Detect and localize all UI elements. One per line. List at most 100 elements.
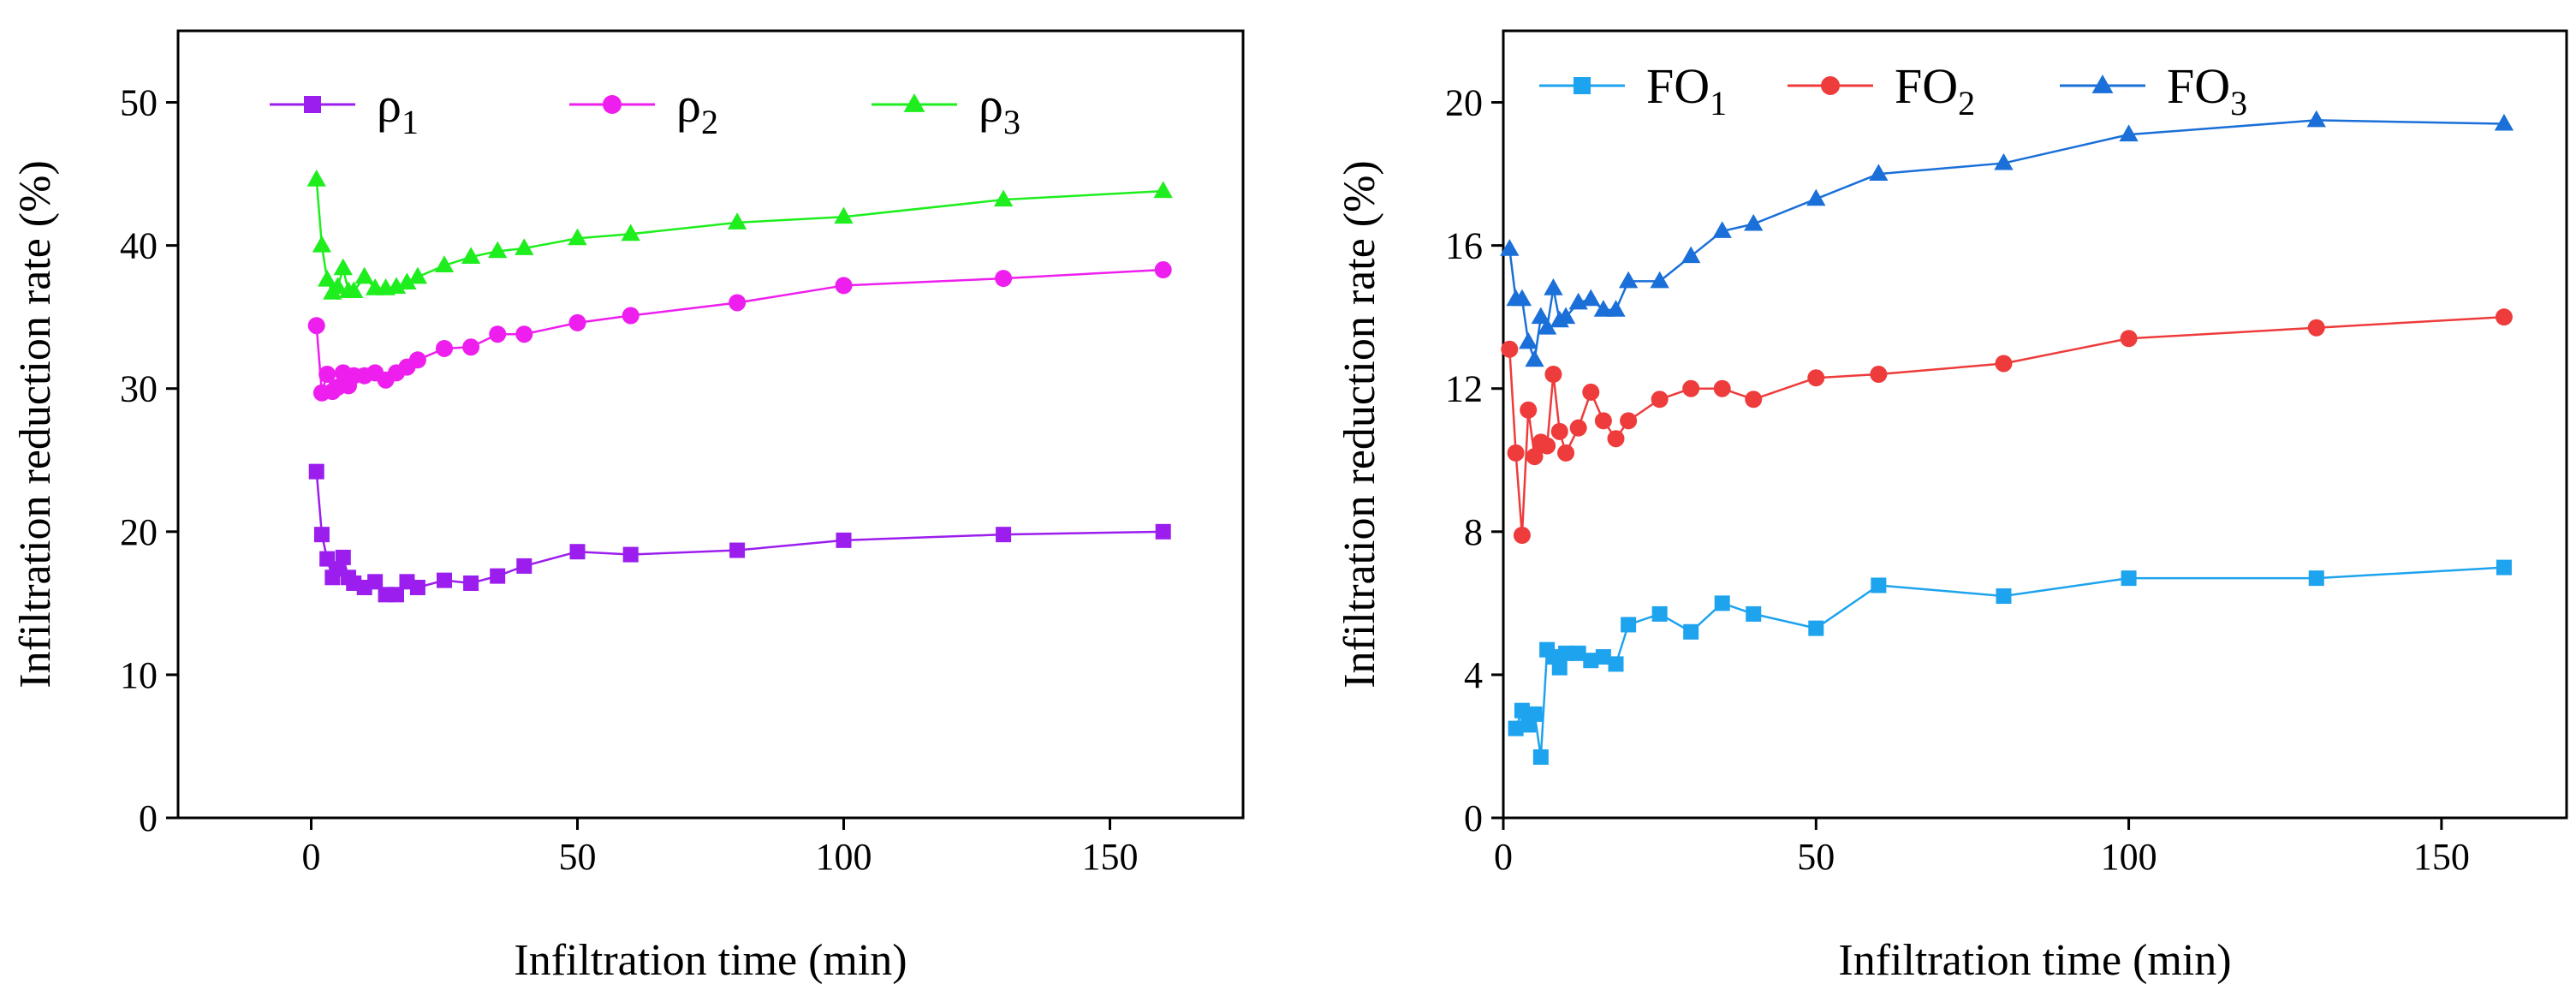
data-point [835, 277, 853, 295]
data-point [1153, 181, 1173, 199]
legend-entry: FO3 [2060, 58, 2247, 122]
data-point [569, 544, 586, 560]
data-point [1682, 379, 1700, 397]
data-point [1569, 419, 1587, 437]
data-point [1538, 437, 1556, 455]
data-point [568, 228, 587, 246]
data-point [2120, 330, 2138, 348]
series-ρ2 [307, 261, 1172, 402]
y-tick-label: 16 [1445, 225, 1483, 267]
data-point [461, 247, 481, 264]
data-point [836, 532, 852, 548]
x-axis-title: Infiltration time (min) [1838, 936, 2231, 985]
data-point [729, 542, 746, 558]
data-point [1500, 239, 1520, 256]
legend-label: ρ3 [979, 77, 1020, 141]
y-tick-label: 40 [120, 225, 158, 267]
data-point [1508, 720, 1524, 737]
data-point [1583, 653, 1599, 669]
data-point [1608, 656, 1624, 672]
data-point [622, 307, 640, 325]
x-tick-label: 0 [302, 836, 321, 878]
data-point [1558, 645, 1574, 661]
data-point [408, 351, 426, 369]
data-point [1713, 379, 1731, 397]
data-point [318, 366, 336, 384]
y-tick-label: 0 [1464, 797, 1483, 839]
data-point [1551, 659, 1568, 676]
data-point [397, 272, 417, 290]
y-tick-label: 30 [120, 368, 158, 410]
data-point [354, 266, 374, 284]
data-point [1607, 430, 1625, 448]
data-point [1550, 422, 1568, 440]
data-point [312, 235, 332, 253]
legend-entry: ρ3 [872, 77, 1020, 141]
y-tick-label: 50 [120, 82, 158, 124]
data-point [1651, 605, 1668, 622]
data-point [2308, 570, 2324, 587]
data-point [367, 574, 384, 590]
series-FO1 [1508, 559, 2512, 765]
data-point [408, 266, 428, 284]
data-point [333, 258, 353, 276]
legend-label: FO1 [1646, 58, 1727, 122]
data-point [490, 568, 506, 584]
x-tick-label: 50 [559, 836, 597, 878]
data-point [1570, 645, 1586, 661]
data-point [1525, 349, 1544, 367]
data-point [516, 558, 532, 574]
x-tick-label: 100 [816, 836, 872, 878]
data-point [1651, 391, 1669, 409]
data-point [2494, 113, 2514, 131]
data-point [1556, 307, 1576, 325]
data-point [2121, 570, 2137, 587]
data-point [995, 270, 1013, 288]
data-point [727, 212, 747, 230]
data-point [306, 170, 326, 187]
data-point [1519, 331, 1538, 349]
series-line [315, 268, 1163, 394]
data-point [515, 325, 533, 343]
x-axis-title: Infiltration time (min) [514, 936, 907, 985]
data-point [1526, 706, 1543, 722]
y-axis-title: Infiltration reduction rate (%) [1336, 160, 1384, 689]
legend-marker [1574, 77, 1591, 94]
data-point [1595, 649, 1611, 665]
data-point [1650, 271, 1669, 289]
data-point [1995, 355, 2013, 373]
data-point [1544, 278, 1563, 295]
data-point [1745, 391, 1763, 409]
legend-label: ρ1 [377, 77, 419, 141]
data-point [996, 527, 1012, 543]
data-point [1807, 369, 1825, 387]
y-tick-label: 20 [120, 511, 158, 553]
series-ρ3 [306, 170, 1173, 300]
data-point [1618, 271, 1639, 289]
data-point [1994, 152, 2014, 170]
data-point [1582, 383, 1600, 401]
data-point [1513, 526, 1531, 544]
data-point [1744, 213, 1764, 231]
data-point [313, 527, 330, 543]
data-point [1606, 300, 1626, 317]
y-tick-label: 4 [1464, 654, 1483, 696]
data-point [1714, 595, 1730, 611]
legend-entry: FO2 [1788, 58, 1975, 122]
data-point [621, 224, 640, 242]
data-point [1544, 366, 1562, 384]
data-point [1531, 307, 1550, 325]
series-ρ1 [308, 463, 1171, 603]
legend-marker [603, 95, 622, 114]
legend-marker [903, 92, 925, 112]
data-point [488, 241, 508, 259]
x-tick-label: 100 [2101, 836, 2157, 878]
legend-marker [304, 96, 321, 113]
data-point [462, 338, 480, 356]
y-axis-title: Infiltration reduction rate (%) [11, 160, 60, 689]
data-point [993, 189, 1014, 207]
legend-label: FO3 [2167, 58, 2247, 122]
data-point [1581, 289, 1601, 307]
plot-frame [1502, 29, 2568, 820]
